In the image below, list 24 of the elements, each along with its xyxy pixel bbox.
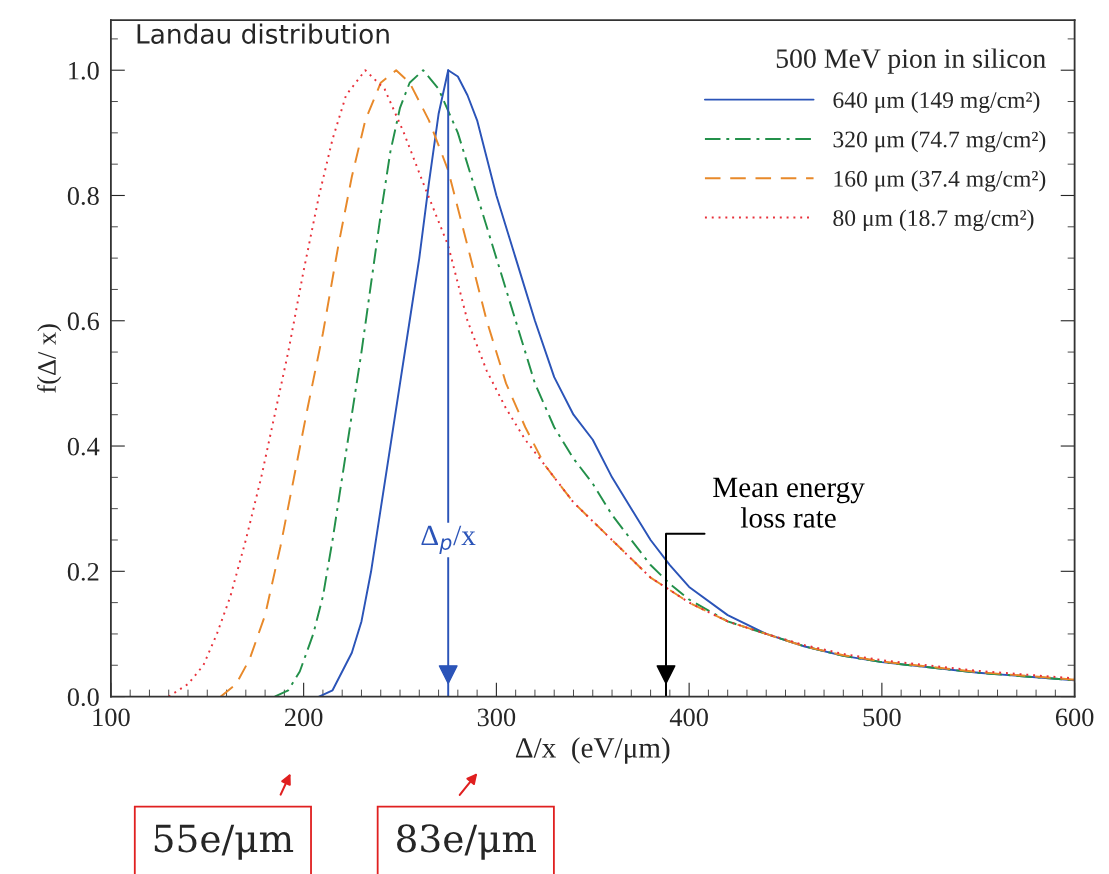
y-tick-label: 0.6 — [67, 312, 99, 331]
legend-label: 320 μm (74.7 mg/cm²) — [833, 130, 1046, 153]
ref-line-label: Mean energy loss rate — [713, 477, 865, 528]
x-tick-label: 500 — [863, 708, 901, 727]
y-tick-label: 0.2 — [67, 562, 99, 581]
y-tick-label: 0.0 — [67, 688, 99, 707]
ref-line-label: Δ$_{p}$/x — [421, 525, 476, 554]
x-tick-label: 100 — [93, 708, 130, 727]
text: 55e/μm — [154, 824, 294, 860]
legend-label: 160 μm (37.4 mg/cm²) — [834, 170, 1046, 192]
legend-title: 500 MeV pion in silicon — [776, 48, 1046, 74]
x-tick-label: 600 — [1055, 708, 1094, 727]
x-axis-title: Δ/x (eV/μm) — [515, 737, 670, 764]
x-tick-label: 300 — [477, 708, 516, 727]
text: 83e/μm — [397, 824, 536, 860]
legend-label: 640 μm (149 mg/cm²) — [833, 91, 1040, 113]
x-tick-label: 400 — [669, 708, 708, 727]
x-tick-label: 200 — [285, 708, 323, 727]
y-tick-label: 0.8 — [67, 187, 99, 206]
chart-title: Landau distribution — [137, 23, 389, 44]
y-tick-label: 0.4 — [67, 437, 100, 456]
y-axis-title: f(Δ/ x) — [37, 324, 62, 393]
y-tick-label: 1.0 — [69, 61, 99, 80]
legend-label: 80 μm (18.7 mg/cm²) — [833, 209, 1034, 231]
